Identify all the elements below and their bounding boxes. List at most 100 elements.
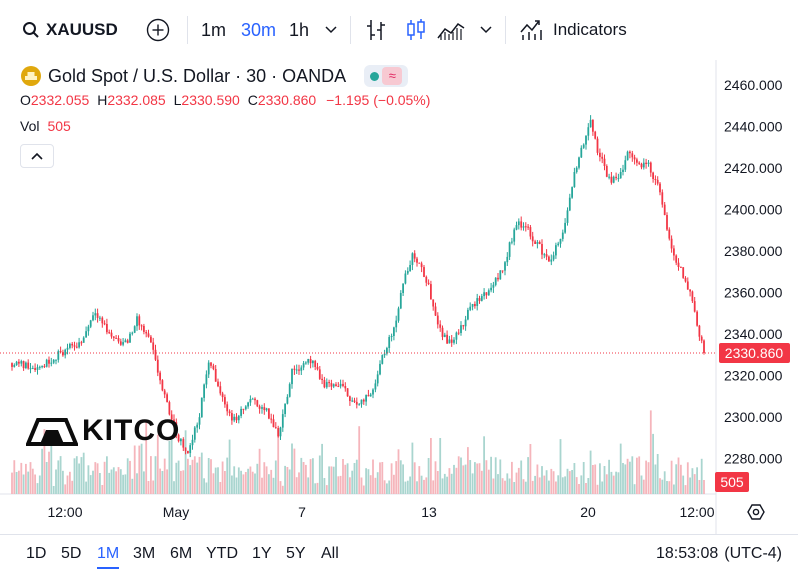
candle-body <box>82 337 85 343</box>
chevron-down-icon <box>480 26 492 34</box>
volume-bar <box>136 473 138 494</box>
volume-bar <box>561 477 564 494</box>
high-value: 2332.085 <box>107 92 166 108</box>
volume-bar <box>504 480 506 494</box>
volume-bar <box>365 468 367 494</box>
candle-body <box>460 325 462 333</box>
volume-bar <box>599 463 601 494</box>
last-volume-tag <box>715 472 749 492</box>
range-6m[interactable]: 6M <box>170 545 193 562</box>
candle-body <box>446 334 448 344</box>
candle-body <box>150 336 152 343</box>
candle-body <box>45 359 48 367</box>
bar-style-button[interactable] <box>364 14 388 46</box>
candle-body <box>571 187 573 198</box>
volume-bar <box>619 443 622 494</box>
volume-bar <box>150 456 152 494</box>
interval-1m[interactable]: 1m <box>201 14 226 46</box>
candle-body <box>129 333 131 343</box>
volume-bar <box>691 468 694 494</box>
interval-dropdown[interactable] <box>322 14 340 46</box>
volume-bar <box>69 471 71 494</box>
range-1y[interactable]: 1Y <box>252 545 272 562</box>
volume-bar <box>585 483 587 494</box>
kitco-watermark: KITCO <box>26 414 180 448</box>
volume-bar <box>393 474 395 494</box>
volume-bar <box>652 433 654 494</box>
time-axis-label: 12:00 <box>679 504 714 520</box>
candle-body <box>652 172 654 179</box>
add-circle-icon <box>146 18 170 42</box>
volume-bar <box>515 472 518 494</box>
volume-bar <box>342 459 344 494</box>
clock[interactable]: 18:53:08 (UTC-4) <box>656 545 782 563</box>
volume-bar <box>187 458 189 494</box>
volume-bar <box>168 440 171 494</box>
volume-bar <box>198 456 201 494</box>
range-1m[interactable]: 1M <box>97 545 120 569</box>
candle-body <box>703 340 705 353</box>
price-axis-label: 2440.000 <box>724 118 783 134</box>
candle-body <box>133 326 136 333</box>
candle-body <box>494 277 497 285</box>
candle-body <box>29 368 32 370</box>
volume-bar <box>566 468 569 494</box>
candle-body <box>140 325 143 327</box>
volume-bar <box>432 480 435 494</box>
candle-body <box>425 276 428 283</box>
candles-style-button[interactable] <box>404 14 428 46</box>
volume-bar <box>219 482 222 494</box>
volume-bar <box>636 457 638 494</box>
interval-30m[interactable]: 30m <box>241 14 276 46</box>
candle-body <box>420 263 423 268</box>
volume-bar <box>587 478 590 494</box>
volume-bar <box>73 458 76 494</box>
volume-bar <box>661 479 664 494</box>
candle-body <box>589 119 592 128</box>
candle-body <box>316 366 319 370</box>
area-style-button[interactable] <box>436 14 466 46</box>
volume-bar <box>159 468 161 494</box>
candle-body <box>524 226 527 228</box>
market-status-badge[interactable]: ≈ <box>364 65 409 87</box>
range-all[interactable]: All <box>321 545 339 562</box>
price-axis-label: 2460.000 <box>724 77 783 93</box>
volume-bar <box>94 462 97 494</box>
interval-1h[interactable]: 1h <box>289 14 309 46</box>
candle-body <box>450 339 453 343</box>
volume-bar <box>693 474 696 494</box>
collapse-legend-button[interactable] <box>20 144 54 168</box>
volume-bar <box>645 460 647 494</box>
volume-bar <box>122 474 124 494</box>
candle-body <box>302 363 305 368</box>
volume-bar <box>460 457 462 494</box>
range-3m[interactable]: 3M <box>133 545 156 562</box>
range-1d[interactable]: 1D <box>26 545 47 562</box>
low-value: 2330.590 <box>181 92 240 108</box>
range-5y[interactable]: 5Y <box>286 545 306 562</box>
volume-bar <box>302 462 305 494</box>
price-chart[interactable]: 2280.000 2300.000 2320.000 2340.000 2360.000… <box>0 60 798 534</box>
candle-body <box>328 382 330 384</box>
candle-body <box>659 183 661 193</box>
compare-button[interactable] <box>144 14 172 46</box>
volume-bar <box>258 448 261 494</box>
volume-bar <box>254 473 256 494</box>
indicators-button[interactable]: Indicators <box>519 14 627 46</box>
candle-body <box>337 386 340 387</box>
candle-body <box>182 439 185 448</box>
candle-body <box>305 362 307 364</box>
range-5d[interactable]: 5D <box>61 545 82 562</box>
symbol-search[interactable]: XAUUSD <box>22 14 118 46</box>
chart-type-dropdown[interactable] <box>477 14 495 46</box>
volume-bar <box>399 460 402 494</box>
volume-bar <box>228 439 231 494</box>
candle-body <box>277 428 280 437</box>
symbol-name: XAUUSD <box>46 20 118 39</box>
range-ytd[interactable]: YTD <box>206 545 238 562</box>
volume-bar <box>270 469 273 494</box>
volume-bar <box>203 478 205 494</box>
volume-bar <box>649 410 652 494</box>
volume-bar <box>513 482 516 494</box>
volume-bar <box>360 477 363 494</box>
